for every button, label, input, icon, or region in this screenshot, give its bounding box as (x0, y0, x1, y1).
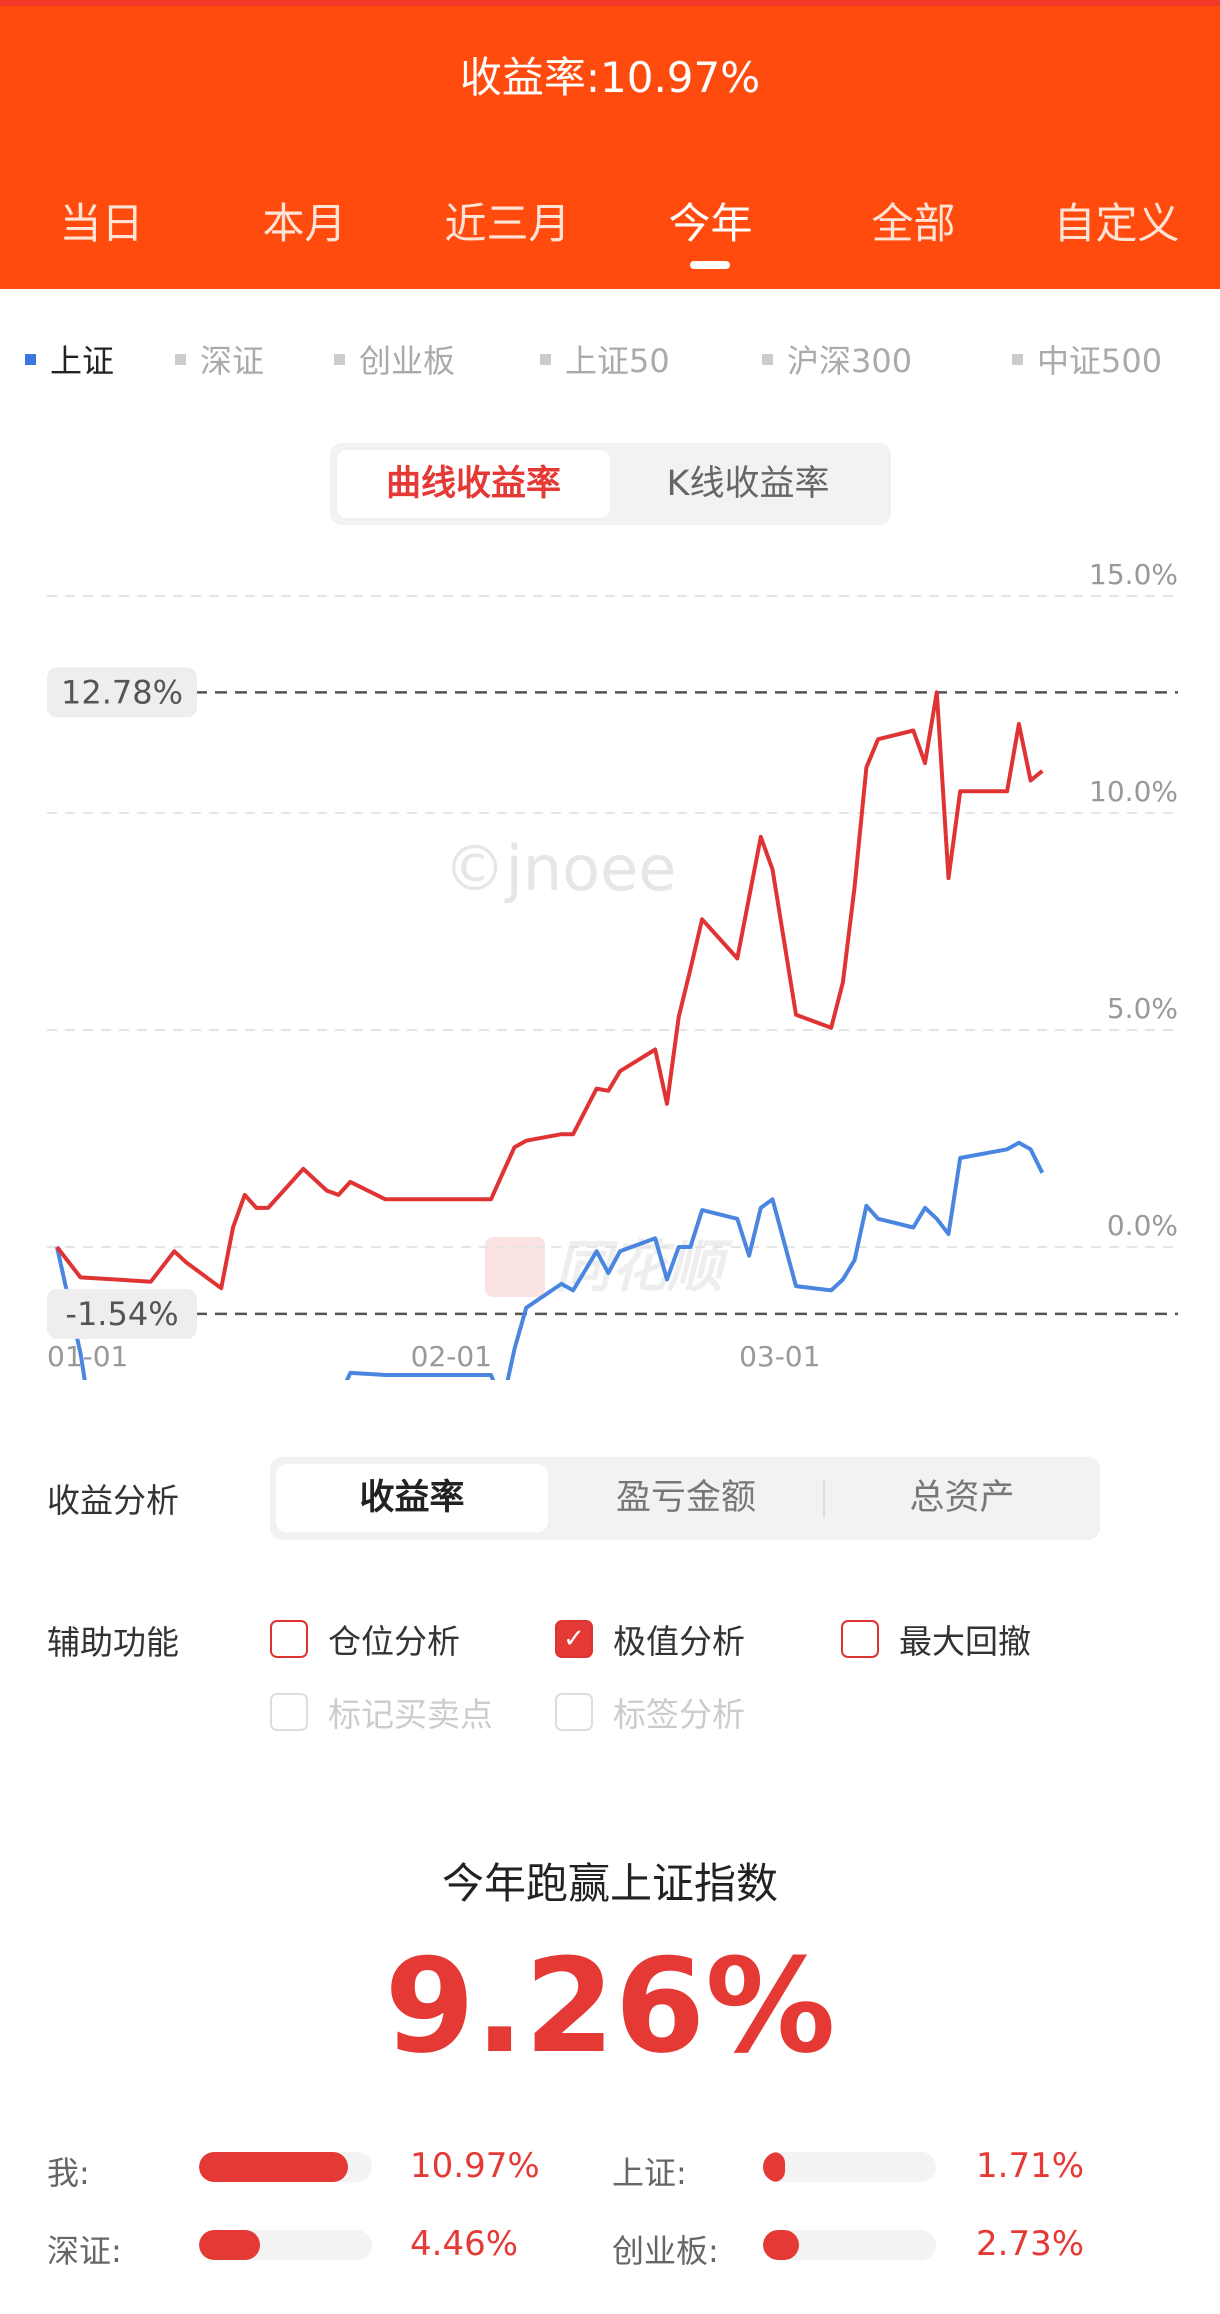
beat-index-title: 今年跑赢上证指数 (441, 1859, 778, 1908)
watermark-text: ©jnoee (444, 832, 677, 905)
checkbox-label: 标签分析 (613, 1695, 745, 1734)
index-label: 中证500 (1037, 342, 1163, 380)
index-label: 深证 (200, 342, 265, 380)
mark-trades-checkbox[interactable]: 标记买卖点 (270, 1688, 493, 1736)
x-tick-label: 03-01 (739, 1340, 820, 1373)
divider (823, 1479, 825, 1517)
checkbox-icon (270, 1693, 308, 1731)
compare-bar-sh (763, 2152, 936, 2182)
compare-bar-chinext (763, 2230, 936, 2260)
y-tick-label: 15.0% (1089, 558, 1178, 591)
header (0, 0, 1220, 289)
extreme-min-badge (47, 1288, 197, 1339)
logo-icon (485, 1237, 545, 1297)
index-label: 创业板 (359, 342, 456, 380)
compare-label-chinext: 创业板: (612, 2232, 719, 2270)
compare-label-sh: 上证: (612, 2154, 687, 2192)
index-csi300[interactable]: 沪深300 (762, 336, 912, 382)
compare-value-sh: 1.71% (976, 2146, 1085, 2186)
my-return-line (55, 690, 1044, 1291)
page-title: 收益率:10.97% (459, 53, 761, 102)
kline-return-button[interactable]: K线收益率 (666, 464, 830, 504)
checkbox-label: 仓位分析 (328, 1622, 460, 1661)
tab-this-year[interactable]: 今年 (668, 199, 753, 248)
checkbox-icon (555, 1693, 593, 1731)
legend-dot-icon (762, 353, 773, 365)
tab-custom[interactable]: 自定义 (1053, 199, 1180, 248)
extreme-min-label: -1.54% (65, 1295, 178, 1333)
active-tab-indicator (690, 261, 730, 269)
compare-value-sz: 4.46% (410, 2224, 519, 2264)
compare-bar-fill (763, 2230, 800, 2260)
watermark-logo: 同花顺 (555, 1235, 733, 1300)
legend-dot-icon (1012, 353, 1023, 365)
extreme-analysis-checkbox[interactable]: ✓ 极值分析 (555, 1615, 745, 1663)
compare-bar-fill (199, 2230, 260, 2260)
return-rate-button[interactable]: 收益率 (276, 1464, 548, 1532)
tab-all[interactable]: 全部 (871, 199, 956, 248)
checkmark-icon: ✓ (555, 1620, 593, 1658)
checkbox-icon (841, 1620, 879, 1658)
index-sse50[interactable]: 上证50 (540, 336, 670, 382)
profit-amount-button[interactable]: 盈亏金额 (615, 1478, 756, 1518)
aux-label: 辅助功能 (47, 1623, 179, 1662)
extreme-max-label: 12.78% (61, 673, 183, 711)
index-return-line (55, 1140, 1045, 1380)
index-label: 上证 (50, 342, 115, 380)
compare-label-mine: 我: (47, 2154, 90, 2192)
position-analysis-checkbox[interactable]: 仓位分析 (270, 1615, 460, 1663)
tab-3months[interactable]: 近三月 (444, 199, 571, 248)
compare-label-sz: 深证: (47, 2232, 122, 2270)
return-chart[interactable]: ©jnoee 同花顺 15.0%10.0%5.0%0.0%-5.0%-10.0%… (0, 520, 1220, 1380)
compare-bar-fill (763, 2152, 786, 2182)
total-assets-button[interactable]: 总资产 (909, 1478, 1015, 1518)
analysis-label: 收益分析 (47, 1481, 179, 1520)
checkbox-label: 极值分析 (613, 1622, 745, 1661)
compare-value-mine: 10.97% (410, 2146, 540, 2186)
tag-analysis-checkbox[interactable]: 标签分析 (555, 1688, 745, 1736)
index-csi500[interactable]: 中证500 (1012, 336, 1162, 382)
max-drawdown-checkbox[interactable]: 最大回撤 (841, 1615, 1031, 1663)
index-label: 沪深300 (787, 342, 913, 380)
checkbox-label: 最大回撤 (899, 1622, 1031, 1661)
index-label: 上证50 (565, 342, 670, 380)
compare-value-chinext: 2.73% (976, 2224, 1085, 2264)
index-chinext[interactable]: 创业板 (334, 336, 455, 382)
legend-dot-icon (334, 353, 345, 365)
checkbox-label: 标记买卖点 (328, 1695, 493, 1734)
legend-dot-icon (25, 353, 36, 365)
tab-month[interactable]: 本月 (262, 199, 347, 248)
index-shanghai[interactable]: 上证 (25, 336, 114, 382)
compare-bar-sz (199, 2230, 372, 2260)
extreme-max-badge (47, 667, 197, 718)
chart-mode-toggle: 曲线收益率 K线收益率 (330, 443, 891, 525)
beat-index-value: 9.26% (384, 1930, 836, 2082)
tab-today[interactable]: 当日 (59, 199, 144, 248)
curve-return-button[interactable]: 曲线收益率 (337, 450, 610, 518)
checkbox-icon (270, 1620, 308, 1658)
y-tick-label: 5.0% (1107, 992, 1178, 1025)
compare-bar-fill (199, 2152, 348, 2182)
analysis-toggle: 收益率 盈亏金额 总资产 (270, 1457, 1100, 1540)
x-tick-label: 02-01 (411, 1340, 492, 1373)
legend-dot-icon (540, 353, 551, 365)
compare-bar-mine (199, 2152, 372, 2182)
x-tick-label: 01-01 (47, 1340, 128, 1373)
y-tick-label: 10.0% (1089, 775, 1178, 808)
y-tick-label: 0.0% (1107, 1209, 1178, 1242)
legend-dot-icon (175, 353, 186, 365)
index-shenzhen[interactable]: 深证 (175, 336, 264, 382)
